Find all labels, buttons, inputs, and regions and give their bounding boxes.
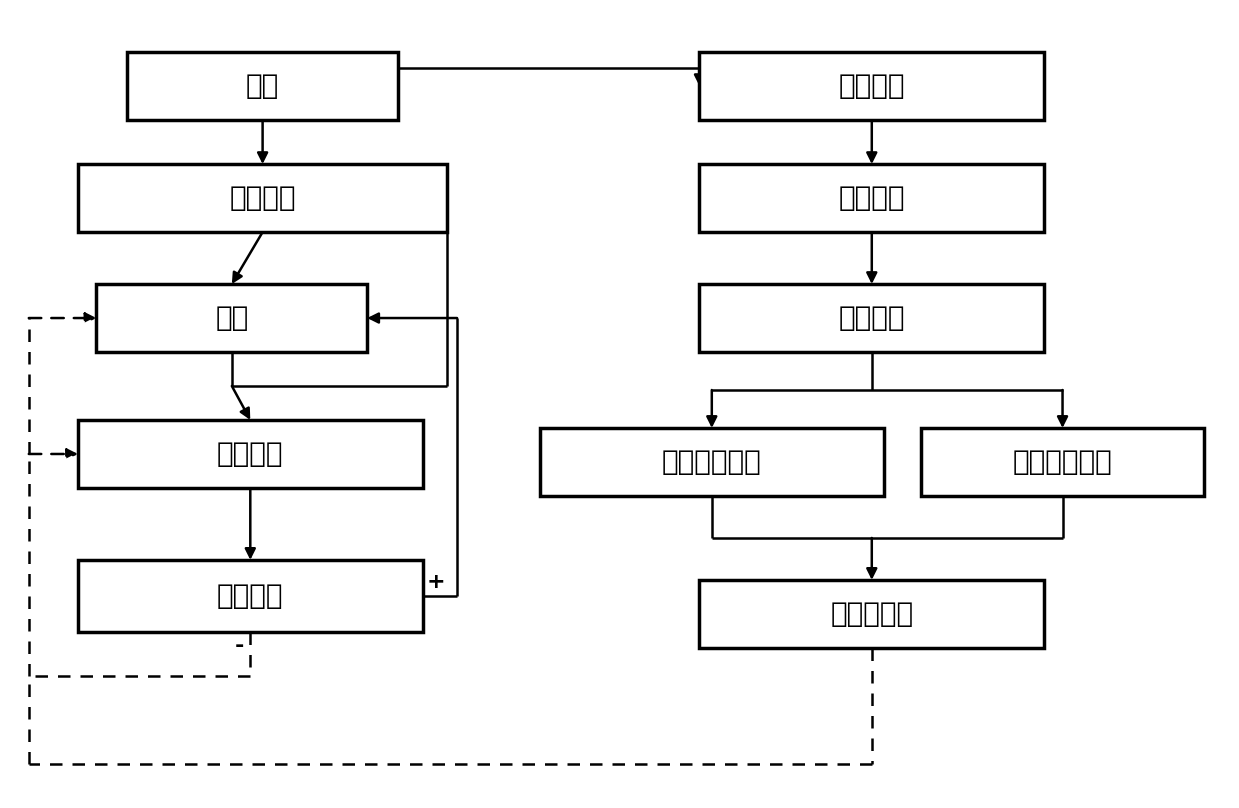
Text: 解离度计算: 解离度计算 — [830, 600, 913, 628]
Bar — [539, 428, 885, 496]
Text: +: + — [426, 572, 445, 592]
Text: 图像分析: 图像分析 — [839, 304, 904, 332]
Text: 颠粒形貌统计: 颠粒形貌统计 — [662, 448, 762, 476]
Text: 预先筛分: 预先筛分 — [229, 184, 296, 212]
Text: 分形维数计算: 分形维数计算 — [1012, 448, 1113, 476]
Text: 矿石: 矿石 — [247, 72, 279, 100]
Bar — [700, 580, 1044, 648]
Bar — [700, 164, 1044, 232]
Text: 破碎: 破碎 — [216, 304, 249, 332]
Bar — [78, 420, 422, 488]
Bar — [700, 53, 1044, 120]
Bar — [78, 164, 447, 232]
Bar — [700, 284, 1044, 352]
Text: 图像拍摄: 图像拍摄 — [839, 72, 904, 100]
Text: 磨矿解离: 磨矿解离 — [217, 440, 284, 468]
Bar — [128, 53, 398, 120]
Text: 图像处理: 图像处理 — [839, 184, 904, 212]
Text: -: - — [234, 636, 244, 656]
Bar — [78, 560, 422, 632]
Bar — [97, 284, 367, 352]
Bar — [921, 428, 1204, 496]
Text: 分级筛分: 分级筛分 — [217, 582, 284, 610]
